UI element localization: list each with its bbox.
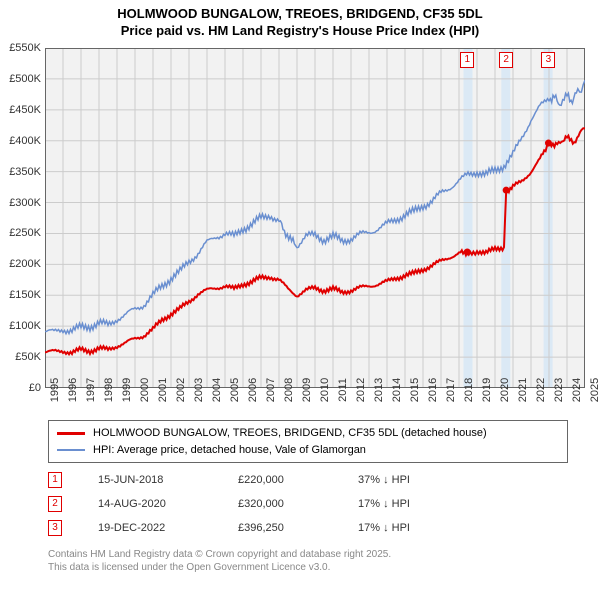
sale-date: 19-DEC-2022: [98, 522, 238, 534]
x-tick-label: 2023: [549, 378, 565, 402]
legend-label-blue: HPI: Average price, detached house, Vale…: [93, 442, 366, 459]
x-tick-label: 2015: [405, 378, 421, 402]
x-tick-label: 1998: [99, 378, 115, 402]
footer-line-2: This data is licensed under the Open Gov…: [48, 561, 568, 574]
sale-delta: 37% ↓ HPI: [358, 474, 478, 486]
x-tick-label: 2022: [531, 378, 547, 402]
sale-marker-3: 3: [541, 52, 555, 68]
x-tick-label: 2006: [243, 378, 259, 402]
x-tick-label: 1995: [45, 378, 61, 402]
y-tick-label: £150K: [9, 289, 41, 301]
y-tick-label: £250K: [9, 227, 41, 239]
chart-title: HOLMWOOD BUNGALOW, TREOES, BRIDGEND, CF3…: [0, 0, 600, 40]
sale-marker-1: 1: [460, 52, 474, 68]
chart-plot-area: £0£50K£100K£150K£200K£250K£300K£350K£400…: [45, 48, 585, 388]
x-tick-label: 2021: [513, 378, 529, 402]
y-tick-label: £300K: [9, 197, 41, 209]
legend-label-red: HOLMWOOD BUNGALOW, TREOES, BRIDGEND, CF3…: [93, 425, 487, 442]
y-tick-label: £550K: [9, 42, 41, 54]
footer-line-1: Contains HM Land Registry data © Crown c…: [48, 548, 568, 561]
sales-table: 1 15-JUN-2018£220,00037% ↓ HPI 2 14-AUG-202…: [48, 468, 568, 540]
sales-marker: 3: [48, 520, 62, 536]
sale-date: 15-JUN-2018: [98, 474, 238, 486]
x-tick-label: 2019: [477, 378, 493, 402]
legend-row-red: HOLMWOOD BUNGALOW, TREOES, BRIDGEND, CF3…: [57, 425, 559, 442]
x-tick-label: 2012: [351, 378, 367, 402]
title-line-2: Price paid vs. HM Land Registry's House …: [0, 23, 600, 40]
y-tick-label: £200K: [9, 258, 41, 270]
sale-price: £220,000: [238, 474, 358, 486]
sale-price: £320,000: [238, 498, 358, 510]
sales-row: 2 14-AUG-2020£320,00017% ↓ HPI: [48, 492, 568, 516]
x-tick-label: 2016: [423, 378, 439, 402]
footer-attribution: Contains HM Land Registry data © Crown c…: [48, 548, 568, 574]
chart-svg: [45, 48, 585, 388]
x-tick-label: 2020: [495, 378, 511, 402]
sales-row: 3 19-DEC-2022£396,25017% ↓ HPI: [48, 516, 568, 540]
x-tick-label: 2007: [261, 378, 277, 402]
x-tick-label: 2000: [135, 378, 151, 402]
legend-row-blue: HPI: Average price, detached house, Vale…: [57, 442, 559, 459]
x-tick-label: 2025: [585, 378, 600, 402]
sale-date: 14-AUG-2020: [98, 498, 238, 510]
x-tick-label: 1997: [81, 378, 97, 402]
sale-price: £396,250: [238, 522, 358, 534]
sale-marker-2: 2: [499, 52, 513, 68]
y-tick-label: £400K: [9, 135, 41, 147]
x-tick-label: 2008: [279, 378, 295, 402]
y-tick-label: £50K: [15, 351, 41, 363]
sales-marker: 2: [48, 496, 62, 512]
x-tick-label: 2024: [567, 378, 583, 402]
sales-marker: 1: [48, 472, 62, 488]
sale-delta: 17% ↓ HPI: [358, 498, 478, 510]
x-tick-label: 2004: [207, 378, 223, 402]
x-tick-label: 2005: [225, 378, 241, 402]
x-tick-label: 2001: [153, 378, 169, 402]
legend-swatch-blue: [57, 449, 85, 451]
x-tick-label: 2010: [315, 378, 331, 402]
y-tick-label: £350K: [9, 166, 41, 178]
x-tick-label: 1996: [63, 378, 79, 402]
x-tick-label: 2002: [171, 378, 187, 402]
x-tick-label: 2009: [297, 378, 313, 402]
x-tick-label: 1999: [117, 378, 133, 402]
y-tick-label: £450K: [9, 104, 41, 116]
legend-box: HOLMWOOD BUNGALOW, TREOES, BRIDGEND, CF3…: [48, 420, 568, 463]
sales-row: 1 15-JUN-2018£220,00037% ↓ HPI: [48, 468, 568, 492]
x-tick-label: 2013: [369, 378, 385, 402]
title-line-1: HOLMWOOD BUNGALOW, TREOES, BRIDGEND, CF3…: [0, 6, 600, 23]
legend-swatch-red: [57, 432, 85, 435]
x-tick-label: 2017: [441, 378, 457, 402]
sale-delta: 17% ↓ HPI: [358, 522, 478, 534]
x-tick-label: 2003: [189, 378, 205, 402]
y-tick-label: £100K: [9, 320, 41, 332]
x-tick-label: 2011: [333, 378, 349, 402]
x-tick-label: 2014: [387, 378, 403, 402]
y-tick-label: £500K: [9, 73, 41, 85]
x-tick-label: 2018: [459, 378, 475, 402]
y-tick-label: £0: [29, 382, 41, 394]
